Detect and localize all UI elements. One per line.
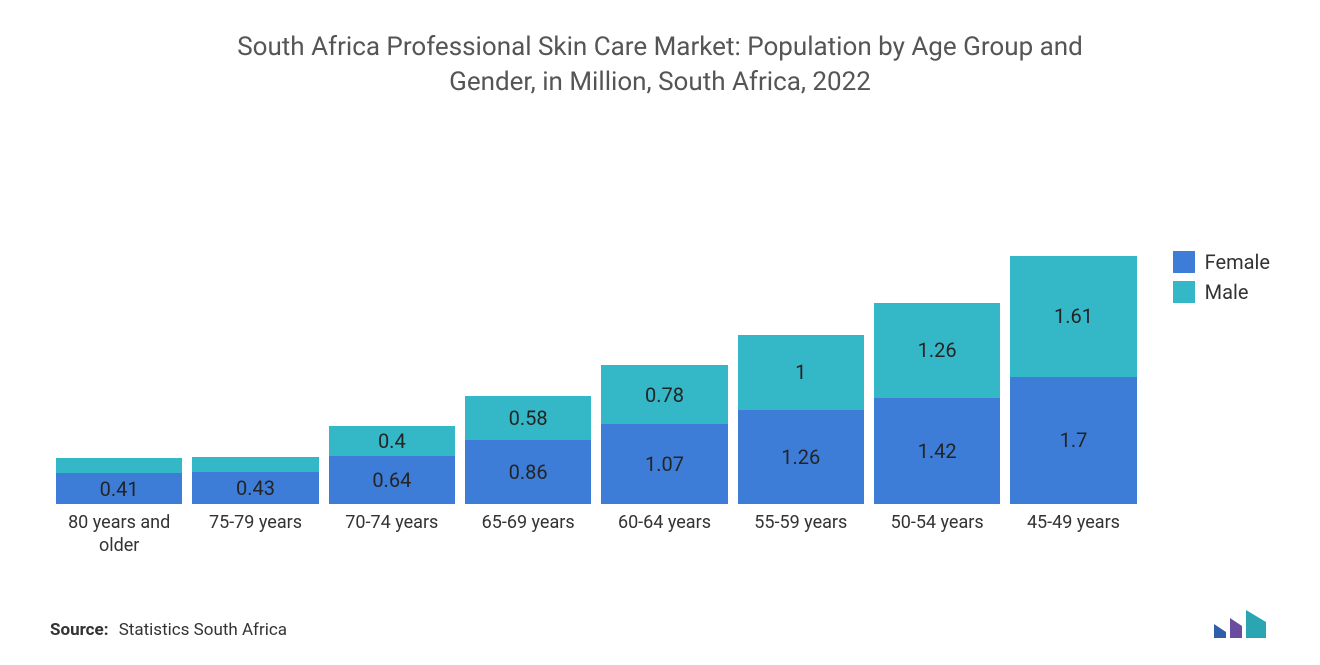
bar-column: 1.261 55-59 years [738, 335, 864, 559]
x-axis-label: 55-59 years [754, 512, 847, 558]
x-axis-label: 80 years and older [56, 512, 182, 558]
x-axis-label: 60-64 years [618, 512, 711, 558]
bars-wrap: 0.4180 years and older0.4375-79 years0.6… [50, 140, 1143, 558]
x-axis-label: 50-54 years [891, 512, 984, 558]
source-text: Statistics South Africa [119, 620, 287, 640]
legend-item-male: Male [1173, 280, 1270, 304]
bar-stack: 0.640.4 [329, 426, 455, 504]
legend-swatch-female [1173, 251, 1195, 273]
x-axis-label: 75-79 years [209, 512, 302, 558]
bar-segment-female: 1.07 [601, 424, 727, 504]
bar-segment-female: 0.41 [56, 473, 182, 504]
legend: Female Male [1173, 250, 1270, 304]
bar-segment-male: 0.78 [601, 365, 727, 424]
bar-column: 0.41 80 years and older [56, 458, 182, 558]
chart-title: South Africa Professional Skin Care Mark… [210, 30, 1110, 100]
bar-segment-male: 0.58 [465, 396, 591, 440]
bar-column: 0.640.4 70-74 years [329, 426, 455, 558]
bar-segment-female: 0.43 [192, 472, 318, 504]
bar-segment-female: 1.42 [874, 398, 1000, 505]
bar-column: 0.860.58 65-69 years [465, 396, 591, 558]
bar-stack: 1.070.78 [601, 365, 727, 504]
bar-segment-male: 1.61 [1010, 256, 1136, 377]
source: Source: Statistics South Africa [50, 620, 287, 640]
bar-stack: 1.71.61 [1010, 256, 1136, 504]
chart-area: 0.4180 years and older0.4375-79 years0.6… [50, 140, 1143, 558]
bar-column: 1.421.26 50-54 years [874, 303, 1000, 558]
legend-label-male: Male [1205, 280, 1249, 304]
bar-segment-female: 0.86 [465, 440, 591, 505]
bar-segment-male: 0.4 [329, 426, 455, 456]
bar-segment-male: 1.26 [874, 303, 1000, 398]
bar-segment-female: 1.7 [1010, 377, 1136, 505]
chart-container: South Africa Professional Skin Care Mark… [0, 0, 1320, 665]
bar-segment-male [56, 458, 182, 473]
bar-segment-female: 1.26 [738, 410, 864, 505]
bar-segment-female: 0.64 [329, 456, 455, 504]
bar-column: 1.070.78 60-64 years [601, 365, 727, 558]
bar-stack: 0.41 [56, 458, 182, 504]
chart-row: 0.4180 years and older0.4375-79 years0.6… [50, 140, 1270, 558]
legend-swatch-male [1173, 281, 1195, 303]
legend-label-female: Female [1205, 250, 1270, 274]
bar-column: 0.43 75-79 years [192, 457, 318, 558]
source-label: Source: [50, 620, 108, 640]
bar-column: 1.71.61 45-49 years [1010, 256, 1136, 558]
footer: Source: Statistics South Africa [50, 608, 1270, 640]
x-axis-label: 70-74 years [345, 512, 438, 558]
bar-stack: 1.261 [738, 335, 864, 505]
brand-logo-icon [1212, 608, 1270, 640]
bar-segment-male [192, 457, 318, 472]
legend-item-female: Female [1173, 250, 1270, 274]
bar-segment-male: 1 [738, 335, 864, 410]
x-axis-label: 45-49 years [1027, 512, 1120, 558]
bar-stack: 0.860.58 [465, 396, 591, 504]
x-axis-label: 65-69 years [482, 512, 575, 558]
bar-stack: 0.43 [192, 457, 318, 504]
bar-stack: 1.421.26 [874, 303, 1000, 504]
